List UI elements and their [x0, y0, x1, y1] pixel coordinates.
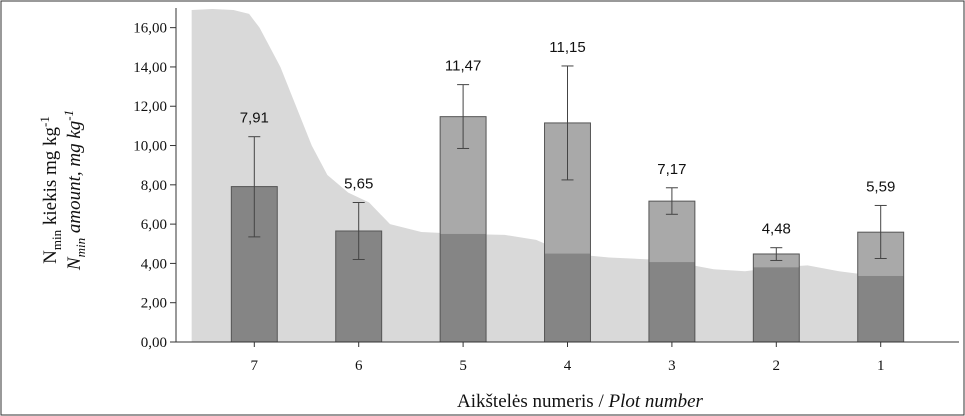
data-label-7: 7,91	[240, 110, 269, 127]
x-tick-label-5: 5	[459, 358, 467, 374]
bar-2	[752, 253, 800, 343]
data-label-4: 11,15	[549, 39, 585, 56]
bar-5	[439, 116, 487, 343]
error-bar-5	[457, 84, 470, 149]
x-tick-label-6: 6	[355, 358, 363, 374]
x-tick-label-4: 4	[564, 358, 572, 374]
data-labels: 7,91 5,65 11,47 11,15 7,17 4,48 5,59	[240, 39, 896, 238]
data-label-3: 7,17	[657, 161, 686, 178]
x-tick-label-2: 2	[773, 358, 781, 374]
bar-overlap-1	[857, 275, 904, 342]
y-axis-label-line1: Nmin kiekis mg kg-1	[37, 116, 64, 264]
data-label-2: 4,48	[762, 221, 791, 238]
error-bar-2	[770, 247, 783, 261]
bar-overlap-5	[440, 233, 487, 342]
y-tick-label-7: 14,00	[133, 60, 167, 76]
y-tick-label-6: 12,00	[133, 99, 167, 115]
error-bar-4	[561, 65, 574, 181]
x-tick-label-7: 7	[251, 358, 259, 374]
bar-3	[648, 200, 696, 343]
y-tick-label-4: 8,00	[141, 178, 167, 194]
error-bars	[248, 65, 887, 261]
y-tick-label-2: 4,00	[141, 256, 167, 272]
bar-overlap-2	[753, 267, 800, 342]
y-tick-label-8: 16,00	[133, 21, 167, 37]
bars	[230, 116, 905, 343]
x-tick-label-3: 3	[668, 358, 676, 374]
axes: 7 6 5 4 3 2 10,002,004,006,008,0010,0012,0014,…	[133, 8, 959, 374]
error-bar-7	[248, 136, 261, 238]
error-bar-1	[874, 204, 887, 259]
error-bar-6	[352, 202, 365, 260]
bar-overlap-4	[544, 253, 591, 342]
y-axis-label-line2: Nmin amount, mg kg-1	[61, 110, 88, 271]
bar-1	[857, 231, 905, 343]
y-tick-label-3: 6,00	[141, 217, 167, 233]
error-bar-3	[665, 187, 678, 215]
x-axis-label: Aikštelės numeris / Plot number	[457, 391, 704, 412]
bar-4	[544, 122, 591, 343]
y-tick-label-0: 0,00	[141, 335, 167, 351]
data-label-1: 5,59	[866, 178, 895, 195]
data-label-5: 11,47	[445, 58, 481, 75]
bar-overlap-3	[648, 262, 695, 342]
data-label-6: 5,65	[344, 176, 373, 193]
x-tick-label-1: 1	[877, 358, 885, 374]
y-tick-label-5: 10,00	[133, 139, 167, 155]
y-tick-label-1: 2,00	[141, 296, 167, 312]
